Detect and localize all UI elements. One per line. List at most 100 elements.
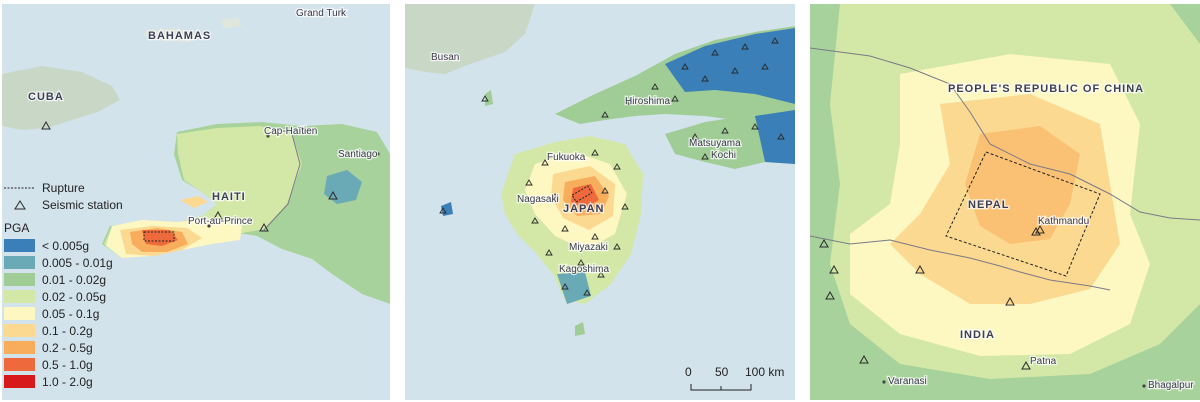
label-cap-haitien: Cap-Haïtien <box>264 126 317 137</box>
label-bhagalpur: Bhagalpur <box>1148 380 1194 391</box>
legend-swatch <box>4 256 35 269</box>
rupture-outline <box>945 151 1101 277</box>
label-miyazaki: Miyazaki <box>569 242 608 253</box>
legend-swatch <box>4 307 35 320</box>
island <box>485 90 493 106</box>
label-kathmandu: Kathmandu <box>1038 216 1089 227</box>
legend-pga-class: < 0.005g <box>4 237 164 254</box>
country-border <box>263 133 301 231</box>
gonave-island <box>180 196 208 208</box>
pga-zone-0-5 <box>142 230 178 246</box>
japan-map: Busan Hiroshima Fukuoka Matsuyama Kochi … <box>405 4 795 400</box>
pga-zone-0-2 <box>965 126 1080 244</box>
island <box>441 202 453 216</box>
seismic-stations <box>439 37 785 296</box>
label-kochi: Kochi <box>711 150 736 161</box>
label-china: PEOPLE'S REPUBLIC OF CHINA <box>948 83 1144 95</box>
label-haiti: HAITI <box>212 191 246 203</box>
map-legend: Rupture Seismic station PGA < 0.005g 0.00… <box>4 179 164 390</box>
scale-tick-50: 50 <box>715 365 729 379</box>
legend-swatch <box>4 290 35 303</box>
label-hiroshima: Hiroshima <box>625 96 670 107</box>
legend-pga-class: 0.05 - 0.1g <box>4 305 164 322</box>
label-kagoshima: Kagoshima <box>559 264 609 275</box>
legend-pga-class: 0.02 - 0.05g <box>4 288 164 305</box>
scale-tick-100: 100 km <box>745 365 784 379</box>
bahamas-island <box>142 28 202 42</box>
city-dot <box>1142 384 1146 388</box>
city-dot <box>266 134 270 138</box>
korea-landmass <box>405 4 535 74</box>
island <box>575 322 585 336</box>
cuba-landmass <box>2 66 120 130</box>
nepal-map-panel[interactable]: PEOPLE'S REPUBLIC OF CHINA NEPAL Kathman… <box>810 4 1200 400</box>
haiti-map: Grand Turk BAHAMAS CUBA Cap-Haïtien Sant… <box>2 4 390 400</box>
japan-map-panel[interactable]: Busan Hiroshima Fukuoka Matsuyama Kochi … <box>405 4 795 400</box>
legend-pga-classes: < 0.005g 0.005 - 0.01g 0.01 - 0.02g 0.02 - … <box>4 237 164 390</box>
country-border <box>810 47 1200 221</box>
legend-class-label: 0.01 - 0.02g <box>42 272 107 287</box>
legend-swatch <box>4 239 35 252</box>
scale-bar: 0 50 100 km <box>685 365 784 391</box>
bahamas-island <box>220 18 242 28</box>
legend-rupture-label: Rupture <box>42 180 85 195</box>
legend-class-label: 0.2 - 0.5g <box>42 340 93 355</box>
seismic-station-marker <box>328 190 338 200</box>
label-busan: Busan <box>431 52 459 63</box>
pga-zone-0-5 <box>571 184 599 208</box>
pga-zone-0-005 <box>324 170 362 204</box>
city-dot <box>340 10 344 14</box>
label-fukuoka: Fukuoka <box>547 152 586 163</box>
legend-pga-class: 1.0 - 2.0g <box>4 373 164 390</box>
label-india: INDIA <box>960 329 995 341</box>
city-dot <box>207 224 211 228</box>
seismic-station-marker <box>259 222 269 232</box>
label-grand-turk: Grand Turk <box>296 8 347 19</box>
legend-class-label: 0.02 - 0.05g <box>42 289 107 304</box>
legend-pga-class: 0.1 - 0.2g <box>4 322 164 339</box>
legend-station: Seismic station <box>4 196 164 213</box>
legend-class-label: 0.005 - 0.01g <box>42 255 113 270</box>
pga-zone-low <box>665 28 795 104</box>
legend-class-label: 0.05 - 0.1g <box>42 306 100 321</box>
legend-class-label: < 0.005g <box>42 238 90 253</box>
pga-zone-0-005 <box>557 272 591 304</box>
legend-class-label: 0.5 - 1.0g <box>42 357 93 372</box>
legend-swatch <box>4 375 35 388</box>
label-matsuyama: Matsuyama <box>689 138 741 149</box>
legend-swatch <box>4 358 35 371</box>
city-dot <box>882 380 886 384</box>
label-patna: Patna <box>1030 356 1057 367</box>
seismic-stations <box>819 224 1045 370</box>
label-japan: JAPAN <box>563 203 604 215</box>
label-santiago: Santiago <box>338 149 378 160</box>
rupture-outline <box>571 185 593 203</box>
triangle-icon <box>4 199 35 210</box>
haiti-map-panel[interactable]: Grand Turk BAHAMAS CUBA Cap-Haïtien Sant… <box>2 4 390 400</box>
legend-class-label: 0.1 - 0.2g <box>42 323 93 338</box>
legend-pga-class: 0.5 - 1.0g <box>4 356 164 373</box>
legend-station-label: Seismic station <box>42 197 123 212</box>
legend-pga-class: 0.005 - 0.01g <box>4 254 164 271</box>
rupture-line-icon <box>4 185 35 191</box>
city-dot <box>376 152 380 156</box>
seismic-station-marker <box>213 210 223 220</box>
scale-tick-0: 0 <box>685 365 692 379</box>
legend-pga-class: 0.01 - 0.02g <box>4 271 164 288</box>
legend-swatch <box>4 341 35 354</box>
label-nagasaki: Nagasaki <box>517 194 559 205</box>
legend-pga-title: PGA <box>4 221 30 235</box>
label-cuba: CUBA <box>28 91 64 103</box>
label-port-au-prince: Port-au-Prince <box>188 216 253 227</box>
label-bahamas: BAHAMAS <box>148 30 211 42</box>
label-nepal: NEPAL <box>968 199 1009 211</box>
legend-swatch <box>4 273 35 286</box>
seismic-station-marker <box>41 120 51 130</box>
nepal-map: PEOPLE'S REPUBLIC OF CHINA NEPAL Kathman… <box>810 4 1200 400</box>
legend-class-label: 1.0 - 2.0g <box>42 374 93 389</box>
legend-swatch <box>4 324 35 337</box>
rupture-outline <box>143 231 175 242</box>
country-border <box>810 235 1111 291</box>
label-varanasi: Varanasi <box>888 376 927 387</box>
legend-pga-class: 0.2 - 0.5g <box>4 339 164 356</box>
